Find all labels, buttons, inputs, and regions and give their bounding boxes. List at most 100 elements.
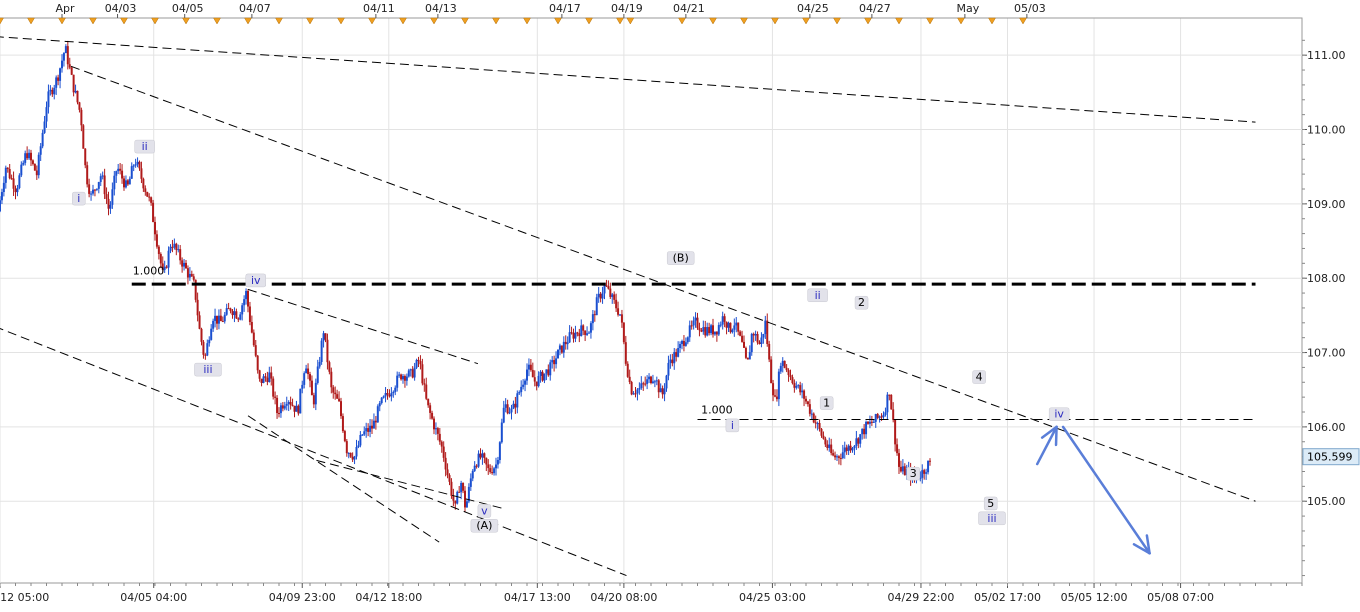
candle-body <box>795 385 798 388</box>
candle-body <box>489 468 492 473</box>
axes: 105.00 106.00 107.00 108.00 109.00 110.00 111.… <box>0 39 1360 604</box>
candle-body <box>686 337 689 343</box>
candle-body <box>142 178 145 189</box>
wave-label-box <box>725 418 740 433</box>
candle-body <box>361 434 364 436</box>
candle-body <box>18 175 21 189</box>
candle-body <box>159 254 162 264</box>
current-price-tag <box>1302 448 1360 466</box>
candle-body <box>322 333 325 341</box>
candle-body <box>487 464 490 469</box>
candle-body <box>8 168 11 179</box>
candle-body <box>134 164 137 166</box>
wave-label-box <box>906 466 920 481</box>
candle-body <box>837 456 840 458</box>
candle-body <box>715 331 718 335</box>
candle-body <box>411 369 414 378</box>
candle-body <box>836 456 838 458</box>
candle-body <box>400 374 403 380</box>
event-marker <box>802 17 810 25</box>
candle-body <box>394 387 397 392</box>
candle-body <box>725 321 728 328</box>
candle-body <box>578 333 581 337</box>
candle-body <box>601 293 604 299</box>
candle-body <box>535 381 538 387</box>
candle-body <box>351 456 354 460</box>
candle-body <box>779 365 782 372</box>
candle-body <box>541 371 544 381</box>
candle-body <box>221 321 224 323</box>
candle-body <box>225 308 228 315</box>
candle-body <box>919 477 922 479</box>
candle-body <box>4 167 7 183</box>
candle-body <box>202 341 205 355</box>
candle-body <box>839 457 842 459</box>
candle-body <box>148 196 151 198</box>
candle-body <box>186 268 189 278</box>
wave-label-box <box>245 273 266 288</box>
candle-body <box>764 320 767 334</box>
candle-body <box>303 373 306 385</box>
candle-body <box>650 376 652 383</box>
wave-label-box <box>807 288 828 303</box>
candle-body <box>537 375 540 387</box>
event-marker <box>1019 17 1027 25</box>
event-marker <box>0 17 4 25</box>
candle-body <box>646 379 649 384</box>
y-tick-label: 111.00 <box>1307 49 1346 62</box>
candle-body <box>285 403 288 406</box>
candle-body <box>214 315 217 321</box>
candle-body <box>774 395 776 397</box>
candle-body <box>417 359 420 362</box>
candle-body <box>152 202 155 223</box>
candle-body <box>390 393 393 397</box>
candle-body <box>599 293 602 299</box>
candle-body <box>95 188 98 190</box>
candle-body <box>783 360 786 368</box>
candle-body <box>328 362 331 372</box>
candle-body <box>923 470 926 474</box>
candle-body <box>334 392 337 395</box>
wave-label: ii <box>815 289 821 302</box>
candle-body <box>293 405 296 412</box>
candle-body <box>899 466 902 472</box>
candle-body <box>925 472 928 474</box>
candle-body <box>198 315 201 329</box>
event-marker <box>833 17 841 25</box>
candle-body <box>272 378 275 397</box>
candle-body <box>508 412 511 414</box>
candle-body <box>506 404 509 414</box>
candle-body <box>644 383 647 385</box>
candle-body <box>310 380 313 396</box>
candle-body <box>766 320 769 344</box>
candle-body <box>210 328 213 340</box>
candle-body <box>855 438 858 446</box>
candle-body <box>518 392 521 394</box>
event-marker <box>554 17 562 25</box>
candle-body <box>252 332 255 346</box>
candle-body <box>99 176 102 183</box>
candle-body <box>588 332 590 334</box>
candle-body <box>35 170 38 176</box>
candle-body <box>26 153 29 159</box>
candle-body <box>791 377 794 384</box>
candle-body <box>347 452 350 454</box>
candle-body <box>491 472 494 474</box>
candle-body <box>431 412 434 419</box>
candle-body <box>584 330 587 335</box>
top-date-label: 04/03 <box>105 2 137 15</box>
candle-body <box>868 421 871 424</box>
candle-body <box>161 263 164 270</box>
candle-body <box>219 315 222 322</box>
candle-body <box>262 376 265 383</box>
candle-body <box>138 161 141 169</box>
candle-body <box>462 482 465 491</box>
candle-body <box>607 286 610 289</box>
candle-body <box>233 311 236 316</box>
candle-body <box>384 393 387 397</box>
candle-body <box>721 316 724 325</box>
candle-body <box>713 331 716 335</box>
wave-label-box <box>978 511 1006 526</box>
top-date-label: 04/05 <box>172 2 204 15</box>
candle-body <box>84 148 87 166</box>
